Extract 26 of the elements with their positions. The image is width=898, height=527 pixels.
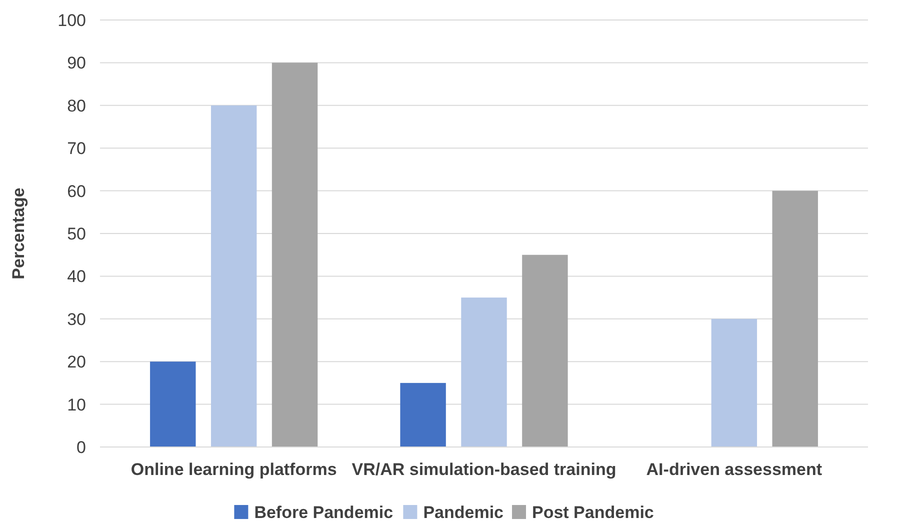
y-tick-label: 10 bbox=[67, 395, 86, 414]
bar bbox=[772, 190, 818, 447]
y-tick-label: 90 bbox=[67, 54, 86, 73]
y-tick-label: 30 bbox=[67, 310, 86, 329]
y-tick-label: 80 bbox=[67, 96, 86, 116]
y-tick-label: 70 bbox=[67, 139, 86, 158]
bar bbox=[711, 318, 758, 447]
x-tick-label: AI-driven assessment bbox=[646, 460, 822, 479]
y-tick-label: 100 bbox=[58, 10, 86, 30]
bar bbox=[210, 105, 257, 447]
y-tick-label: 0 bbox=[76, 438, 86, 457]
y-tick-label: 50 bbox=[67, 224, 86, 244]
legend-label: Post Pandemic bbox=[532, 502, 654, 522]
legend-label: Pandemic bbox=[423, 502, 504, 522]
bar bbox=[150, 362, 196, 447]
bar bbox=[522, 254, 568, 447]
bar bbox=[272, 62, 318, 447]
y-tick-label: 60 bbox=[67, 182, 86, 201]
y-axis-title: Percentage bbox=[9, 188, 28, 280]
bar bbox=[461, 298, 507, 447]
x-tick-label: Online learning platforms bbox=[130, 460, 337, 479]
y-tick-label: 20 bbox=[67, 352, 86, 372]
bar bbox=[400, 382, 446, 447]
y-tick-label: 40 bbox=[67, 267, 86, 286]
x-tick-label: VR/AR simulation-based training bbox=[352, 460, 616, 479]
legend-label: Before Pandemic bbox=[254, 502, 394, 522]
